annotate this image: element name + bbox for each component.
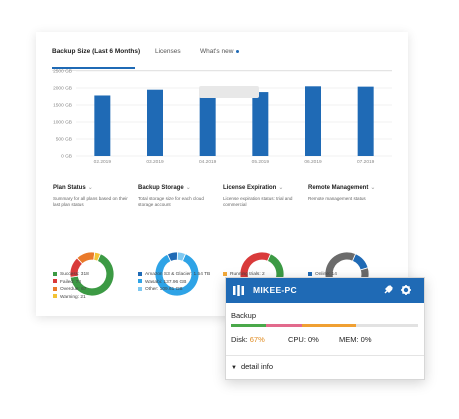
y-tick-label: 0 GB: [61, 154, 72, 160]
y-tick-label: 2000 GB: [53, 86, 72, 92]
tab-backup-size[interactable]: Backup Size (Last 6 Months): [52, 48, 141, 55]
disk-stat: Disk: 67%: [231, 335, 265, 344]
panel-title: Plan Status: [53, 185, 86, 191]
remote-management-legend: Online: 14: [308, 271, 337, 279]
panel-backup-storage: Backup Storage ⌄ Total storage size for e…: [138, 184, 218, 208]
bar: [305, 86, 321, 156]
backup-label: Backup: [231, 311, 257, 320]
x-tick-label: 03.2019: [146, 159, 164, 165]
server-icon: [233, 285, 244, 296]
plug-icon[interactable]: [383, 285, 393, 295]
tab-bar: Backup Size (Last 6 Months) Licenses Wha…: [52, 46, 392, 71]
divider: [226, 355, 424, 356]
x-tick-label: 04.2019: [199, 159, 217, 165]
bar: [147, 89, 163, 156]
legend-item: Other: 109.61 GB: [138, 286, 210, 294]
disk-value: 67%: [249, 335, 265, 344]
legend-item: Wasabi: 137.96 GB: [138, 279, 210, 287]
caret-down-icon: ▼: [231, 365, 237, 371]
panel-title: Backup Storage: [138, 185, 184, 191]
y-tick-label: 1000 GB: [53, 120, 72, 126]
tab-licenses[interactable]: Licenses: [155, 48, 181, 55]
tab-whats-new-label: What's new: [200, 48, 234, 55]
backup-storage-legend: Amazon S3 & Glacier: 1.54 TB Wasabi: 137…: [138, 271, 210, 294]
mem-stat: MEM: 0%: [339, 335, 372, 344]
y-tick-label: 500 GB: [56, 137, 72, 143]
panel-remote-management: Remote Management ⌄ Remote management sta…: [308, 184, 388, 202]
y-tick-label: 2500 GB: [53, 69, 72, 75]
donut-slice: [154, 253, 200, 297]
legend-item: Running trials: 2: [223, 271, 265, 279]
x-tick-label: 06.2019: [304, 159, 322, 165]
x-tick-label: 07.2019: [357, 159, 375, 165]
bar: [357, 86, 374, 156]
tab-whats-new[interactable]: What's new: [200, 48, 240, 55]
plan-status-donut: [69, 251, 115, 297]
panel-description: Total storage size for each cloud storag…: [138, 196, 204, 207]
legend-item: Warning: 21: [53, 294, 89, 302]
backup-storage-donut: [154, 251, 200, 297]
x-tick-label: 02.2019: [94, 159, 112, 165]
cpu-stat: CPU: 0%: [288, 335, 319, 344]
backup-progress-bar: [231, 324, 418, 327]
dashboard-card: Backup Size (Last 6 Months) Licenses Wha…: [36, 32, 408, 316]
computer-detail-popup: MIKEE-PC Backup Disk: 67% CPU: 0% MEM: 0…: [225, 277, 425, 380]
bar: [252, 92, 269, 156]
bar: [94, 95, 111, 156]
chevron-down-icon[interactable]: ⌄: [87, 185, 93, 191]
legend-item: Online: 14: [308, 271, 337, 279]
x-tick-label: 05.2019: [252, 159, 270, 165]
legend-item: Overdue: 67: [53, 286, 89, 294]
legend-item: Success: 318: [53, 271, 89, 279]
chevron-down-icon[interactable]: ⌄: [278, 185, 284, 191]
legend-item: Failed: 74: [53, 279, 89, 287]
bar: [199, 97, 216, 156]
panel-description: Summary for all plans based on their las…: [53, 196, 128, 207]
computer-name: MIKEE-PC: [253, 285, 297, 295]
donut-slice: [69, 253, 115, 297]
panel-plan-status: Plan Status ⌄ Summary for all plans based…: [53, 184, 133, 208]
detail-info-toggle[interactable]: ▼ detail info: [231, 362, 273, 371]
progress-segment-green: [231, 324, 266, 327]
plan-status-legend: Success: 318 Failed: 74 Overdue: 67 Warn…: [53, 271, 89, 301]
progress-segment-pink: [266, 324, 302, 327]
progress-segment-orange: [302, 324, 356, 327]
donut-slice: [176, 251, 187, 262]
detail-info-label: detail info: [240, 362, 274, 371]
tooltip: [199, 86, 259, 98]
popup-header: MIKEE-PC: [226, 278, 424, 303]
donut-slice: [239, 251, 272, 284]
panel-license-expiration: License Expiration ⌄ License expiration s…: [223, 184, 303, 208]
active-tab-indicator: [52, 67, 135, 69]
panel-description: License expiration status: trial and com…: [223, 196, 293, 207]
panel-title: License Expiration: [223, 185, 277, 191]
chevron-down-icon[interactable]: ⌄: [185, 185, 191, 191]
gear-icon[interactable]: [401, 285, 411, 295]
y-tick-label: 1500 GB: [53, 103, 72, 109]
panel-description: Remote management status: [308, 196, 366, 201]
license-expiration-legend: Running trials: 2: [223, 271, 265, 279]
chevron-down-icon[interactable]: ⌄: [370, 185, 376, 191]
panel-title: Remote Management: [308, 185, 369, 191]
donut-slice: [93, 251, 102, 262]
legend-item: Amazon S3 & Glacier: 1.54 TB: [138, 271, 210, 279]
backup-size-chart: 0 GB 500 GB 1000 GB 1500 GB 2000 GB 2500 GB 02…: [53, 69, 392, 165]
new-indicator-icon: [236, 49, 240, 53]
